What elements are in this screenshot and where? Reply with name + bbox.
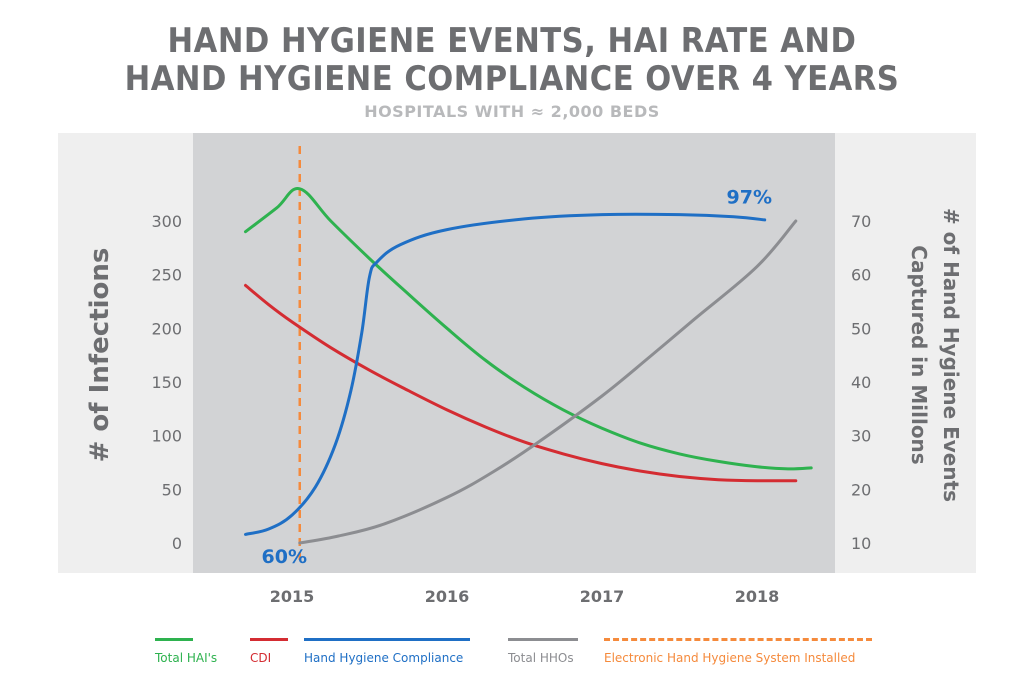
legend-label: Total HHOs <box>508 651 574 665</box>
tick-layer: 0 50 100 150 200 250 300 10 20 30 40 50 60 70 2015 2016… <box>151 212 871 606</box>
x-tick-label: 2018 <box>735 587 780 606</box>
y-right-tick-label: 40 <box>851 373 871 392</box>
legend-swatch <box>604 638 872 641</box>
chart-subtitle: HOSPITALS WITH ≈ 2,000 BEDS <box>364 102 660 121</box>
series-line-cdi <box>244 283 798 483</box>
legend-label: Total HAI's <box>155 651 218 665</box>
y-right-tick-label: 10 <box>851 534 871 553</box>
x-tick-label: 2016 <box>425 587 470 606</box>
y-axis-right-label-line1: # of Hand Hygiene Events <box>939 208 963 502</box>
x-tick-label: 2015 <box>270 587 315 606</box>
y-left-tick-label: 0 <box>172 534 182 553</box>
x-tick-label: 2017 <box>580 587 625 606</box>
y-right-tick-label: 30 <box>851 427 871 446</box>
series-layer: 60% 97% <box>244 146 813 568</box>
legend-label: Electronic Hand Hygiene System Installed <box>604 651 856 665</box>
y-axis-right-label: # of Hand Hygiene Events Captured in Mil… <box>907 208 963 502</box>
data-label-97: 97% <box>727 186 772 208</box>
legend-swatch <box>304 638 470 641</box>
chart-legend: Total HAI's CDI Hand Hygiene Compliance Tot… <box>0 634 1024 674</box>
y-left-tick-label: 300 <box>151 212 182 231</box>
legend-label: CDI <box>250 651 272 665</box>
series-line-total-hhos <box>298 219 798 545</box>
y-axis-left-label: # of Infections <box>85 248 115 463</box>
y-right-tick-label: 20 <box>851 480 871 499</box>
y-axis-right-label-line2: Captured in Millons <box>907 245 931 464</box>
chart-title-line1: HAND HYGIENE EVENTS, HAI RATE AND <box>167 21 857 61</box>
y-right-tick-label: 50 <box>851 319 871 338</box>
y-left-tick-label: 50 <box>162 480 182 499</box>
series-line-total-hai-s <box>244 187 813 471</box>
legend-swatch <box>250 638 288 641</box>
series-line-hand-hygiene-compliance <box>244 212 767 536</box>
data-label-60: 60% <box>262 546 307 568</box>
y-left-tick-label: 250 <box>151 266 182 285</box>
chart-title-line2: HAND HYGIENE COMPLIANCE OVER 4 YEARS <box>124 59 900 99</box>
legend-swatch <box>508 638 578 641</box>
legend-swatch <box>155 638 193 641</box>
y-left-tick-label: 100 <box>151 427 182 446</box>
legend-label: Hand Hygiene Compliance <box>304 651 464 665</box>
y-left-tick-label: 150 <box>151 373 182 392</box>
chart-svg: 60% 97% 0 50 100 150 200 250 300 10 20 30 40 50 60 70 2… <box>58 133 976 606</box>
y-right-tick-label: 70 <box>851 212 871 231</box>
y-right-tick-label: 60 <box>851 266 871 285</box>
y-left-tick-label: 200 <box>151 319 182 338</box>
